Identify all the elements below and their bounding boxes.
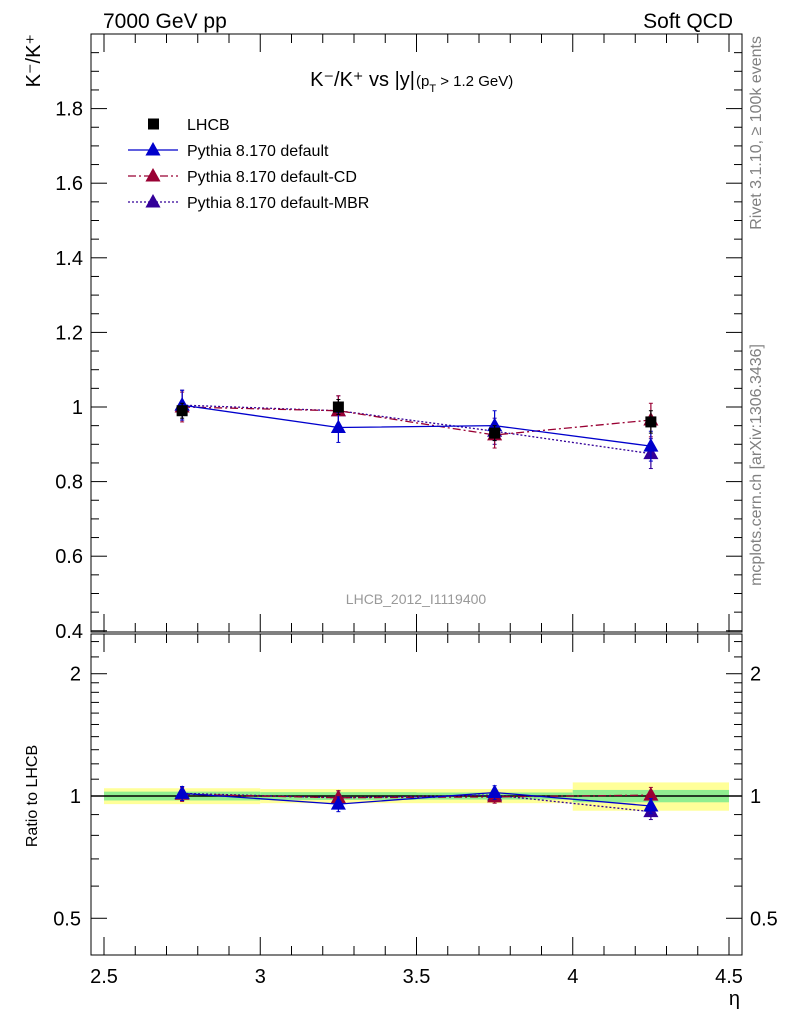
- legend: LHCB Pythia 8.170 default Pythia 8.170 def…: [128, 117, 369, 212]
- main-marker-data: [176, 405, 188, 417]
- legend-label-data: LHCB: [187, 117, 230, 134]
- main-y-axis-label: K⁻/K⁺: [23, 34, 45, 87]
- legend-marker-cd: [145, 167, 161, 182]
- main-y-tick-label: 1: [72, 397, 83, 419]
- main-title-condition: (pT > 1.2 GeV): [416, 73, 513, 95]
- ratio-y-axis-label: Ratio to LHCB: [24, 745, 41, 847]
- ratio-y-tick-label: 2: [70, 664, 81, 686]
- main-y-tick-label: 0.6: [55, 546, 83, 568]
- ratio-y-tick-label-right: 2: [750, 664, 761, 686]
- main-series-cd: [174, 391, 659, 449]
- ratio-marker-default: [487, 784, 503, 798]
- ratio-x-tick-label: 2.5: [90, 966, 118, 988]
- legend-marker-default: [145, 141, 161, 156]
- ratio-marker-default: [643, 797, 659, 812]
- main-y-tick-label: 1.2: [55, 322, 83, 344]
- mcplots-label: mcplots.cern.ch [arXiv:1306.3436]: [748, 344, 765, 586]
- main-line-cd: [182, 406, 651, 436]
- main-marker-default: [643, 438, 659, 452]
- header-right: Soft QCD: [643, 10, 733, 33]
- ratio-series-layer: [174, 784, 659, 821]
- legend-entry-default: Pythia 8.170 default: [128, 141, 329, 160]
- legend-label-default: Pythia 8.170 default: [187, 143, 329, 160]
- ratio-line-cd: [182, 793, 651, 799]
- main-marker-default: [330, 419, 346, 433]
- main-title: K⁻/K⁺ vs |y|: [310, 69, 415, 91]
- main-y-tick-label: 1.4: [55, 248, 83, 270]
- analysis-watermark: LHCB_2012_I1119400: [346, 591, 487, 607]
- main-y-tick-label: 1.8: [55, 99, 83, 121]
- main-y-tick-label: 0.4: [55, 621, 83, 643]
- ratio-marker-default: [330, 796, 346, 810]
- main-axes: 0.4 0.6 0.8 1 1.2 1.4 1.6 1.8: [55, 33, 743, 643]
- legend-marker-mbr: [145, 193, 161, 208]
- x-axis-label: η: [729, 988, 740, 1010]
- ratio-y-tick-label: 0.5: [53, 908, 81, 930]
- ratio-axes: 2.5 3 3.5 4 4.5η 0.5 0.5 1 1 2 2: [53, 633, 778, 1010]
- main-line-mbr: [182, 404, 651, 455]
- main-series-layer: [174, 389, 659, 470]
- ratio-x-tick-label: 3: [255, 966, 266, 988]
- ratio-x-tick-label: 4.5: [715, 966, 743, 988]
- ratio-y-tick-label-right: 0.5: [750, 908, 778, 930]
- main-y-tick-label: 1.6: [55, 173, 83, 195]
- legend-entry-mbr: Pythia 8.170 default-MBR: [128, 193, 369, 212]
- ratio-x-tick-label: 3.5: [403, 966, 431, 988]
- legend-marker-data: [148, 118, 159, 130]
- main-marker-data: [489, 427, 501, 439]
- ratio-bands: [91, 782, 742, 811]
- main-marker-data: [645, 416, 657, 428]
- ratio-marker-default: [174, 785, 190, 799]
- main-series-data: [176, 399, 657, 442]
- main-series-mbr: [174, 389, 659, 470]
- header-left: 7000 GeV pp: [103, 10, 227, 33]
- legend-entry-cd: Pythia 8.170 default-CD: [128, 167, 357, 186]
- main-y-tick-label: 0.8: [55, 472, 83, 494]
- ratio-y-tick-label: 1: [70, 786, 81, 808]
- ratio-series-default: [174, 784, 659, 815]
- legend-label-cd: Pythia 8.170 default-CD: [187, 169, 357, 186]
- ratio-line-default: [182, 791, 651, 807]
- legend-entry-data: LHCB: [148, 117, 230, 134]
- ratio-x-tick-label: 4: [567, 966, 578, 988]
- main-line-default: [182, 404, 651, 447]
- main-marker-data: [332, 401, 344, 413]
- ratio-y-tick-label-right: 1: [750, 786, 761, 808]
- legend-label-mbr: Pythia 8.170 default-MBR: [187, 195, 369, 212]
- ratio-marker-cd: [643, 787, 659, 801]
- rivet-label: Rivet 3.1.10, ≥ 100k events: [748, 36, 765, 230]
